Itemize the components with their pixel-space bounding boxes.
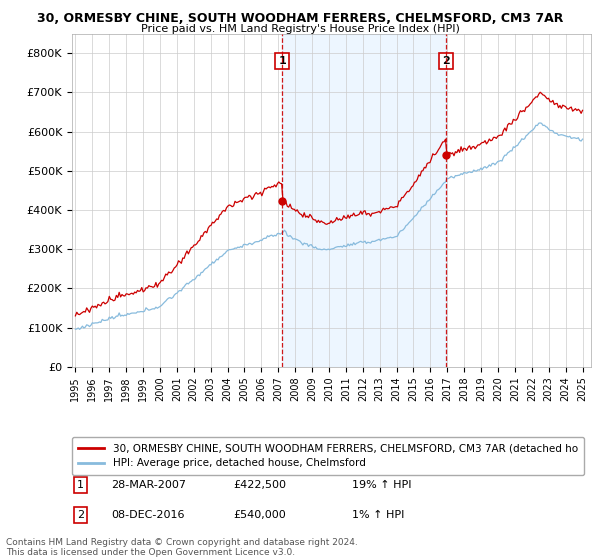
Text: Price paid vs. HM Land Registry's House Price Index (HPI): Price paid vs. HM Land Registry's House … <box>140 24 460 34</box>
Legend: 30, ORMESBY CHINE, SOUTH WOODHAM FERRERS, CHELMSFORD, CM3 7AR (detached ho, HPI:: 30, ORMESBY CHINE, SOUTH WOODHAM FERRERS… <box>72 437 584 475</box>
Text: 30, ORMESBY CHINE, SOUTH WOODHAM FERRERS, CHELMSFORD, CM3 7AR: 30, ORMESBY CHINE, SOUTH WOODHAM FERRERS… <box>37 12 563 25</box>
Text: 2: 2 <box>442 56 450 66</box>
Text: 1: 1 <box>278 56 286 66</box>
Text: 08-DEC-2016: 08-DEC-2016 <box>111 510 184 520</box>
Text: 28-MAR-2007: 28-MAR-2007 <box>111 480 186 490</box>
Text: 2: 2 <box>77 510 85 520</box>
Text: £540,000: £540,000 <box>233 510 286 520</box>
Bar <box>282 34 446 367</box>
Text: Contains HM Land Registry data © Crown copyright and database right 2024.
This d: Contains HM Land Registry data © Crown c… <box>6 538 358 557</box>
Text: 1% ↑ HPI: 1% ↑ HPI <box>352 510 404 520</box>
Text: 19% ↑ HPI: 19% ↑ HPI <box>352 480 412 490</box>
Text: 1: 1 <box>77 480 84 490</box>
Text: £422,500: £422,500 <box>233 480 286 490</box>
